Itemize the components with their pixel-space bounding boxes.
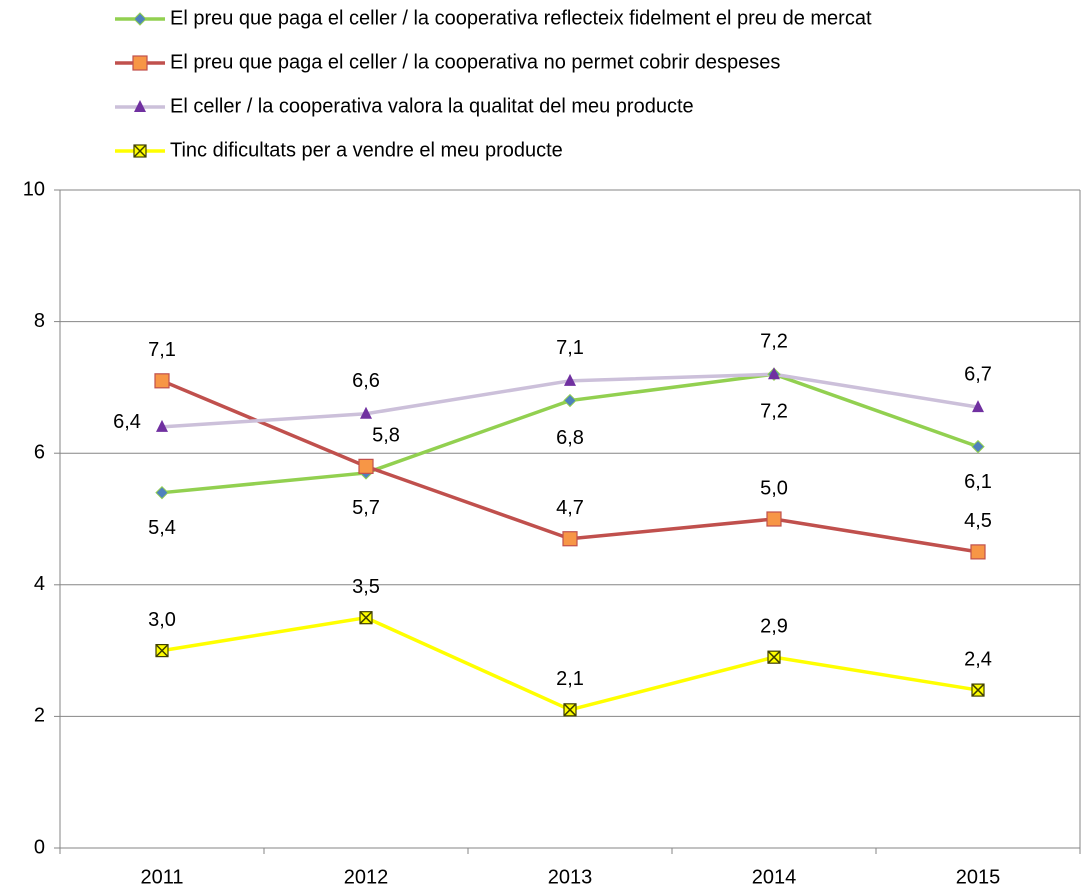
marker-cross [767,650,781,664]
marker [971,683,985,697]
data-label: 5,0 [760,477,788,499]
marker [972,400,984,413]
marker-shape [563,393,577,408]
marker [562,531,578,547]
marker [766,511,782,527]
data-label: 7,1 [148,339,176,361]
marker [768,367,780,380]
marker-shape [155,485,169,500]
data-label: 2,1 [556,668,584,690]
y-tick-label: 10 [23,178,45,200]
marker-shape [358,458,374,474]
data-label: 5,8 [372,425,400,447]
x-tick-label: 2011 [140,866,183,888]
y-tick-label: 0 [34,836,45,858]
marker [156,419,168,432]
marker-shape [970,544,986,560]
data-label: 2,9 [760,615,788,637]
marker-shape [564,373,576,386]
marker [155,485,169,500]
marker-shape [562,531,578,547]
y-tick-label: 4 [34,573,45,595]
marker [360,406,372,419]
data-label: 3,0 [148,609,176,631]
marker [563,393,577,408]
data-label: 6,1 [964,471,992,493]
legend-label: El celler / la cooperativa valora la qua… [170,95,694,117]
x-tick-label: 2012 [344,866,389,888]
data-label: 7,2 [760,401,788,423]
marker [971,439,985,454]
marker-shape [132,55,148,71]
marker-shape [768,367,780,380]
marker-shape [133,12,147,26]
data-label: 6,4 [113,411,141,433]
marker [564,373,576,386]
marker-shape [134,100,146,112]
data-label: 6,6 [352,370,380,392]
marker-shape [154,373,170,389]
legend-label: El preu que paga el celler / la cooperat… [170,51,780,73]
y-tick-label: 2 [34,705,45,727]
y-tick-label: 8 [34,310,45,332]
marker [767,650,781,664]
data-label: 4,5 [964,510,992,532]
marker-shape [972,400,984,413]
marker-shape [766,511,782,527]
marker [358,458,374,474]
marker-shape [971,439,985,454]
data-label: 6,7 [964,363,992,385]
marker [155,643,169,658]
marker [133,144,147,158]
marker-cross [155,644,169,658]
marker-cross [971,683,985,697]
legend-label: Tinc dificultats per a vendre el meu pro… [170,139,563,161]
x-tick-label: 2015 [956,866,1001,888]
data-label: 2,4 [964,648,992,670]
marker-shape [156,419,168,432]
x-tick-label: 2014 [752,866,797,888]
data-label: 7,1 [556,337,584,359]
data-label: 3,5 [352,576,380,598]
marker-shape [360,406,372,419]
marker [970,544,986,560]
data-label: 4,7 [556,497,584,519]
marker-cross [359,611,373,625]
marker [359,611,373,625]
marker [134,100,146,112]
marker [563,703,577,717]
data-label: 6,8 [556,427,584,449]
y-tick-label: 6 [34,441,45,463]
marker [132,55,148,71]
marker [133,12,147,26]
marker-cross [563,703,577,717]
x-tick-label: 2013 [548,866,593,888]
marker-cross [133,144,147,158]
data-label: 5,4 [148,517,176,539]
marker [154,373,170,389]
data-label: 5,7 [352,497,380,519]
series-line [161,615,979,712]
legend-label: El preu que paga el celler / la cooperat… [170,7,872,29]
data-label: 7,2 [760,331,788,353]
